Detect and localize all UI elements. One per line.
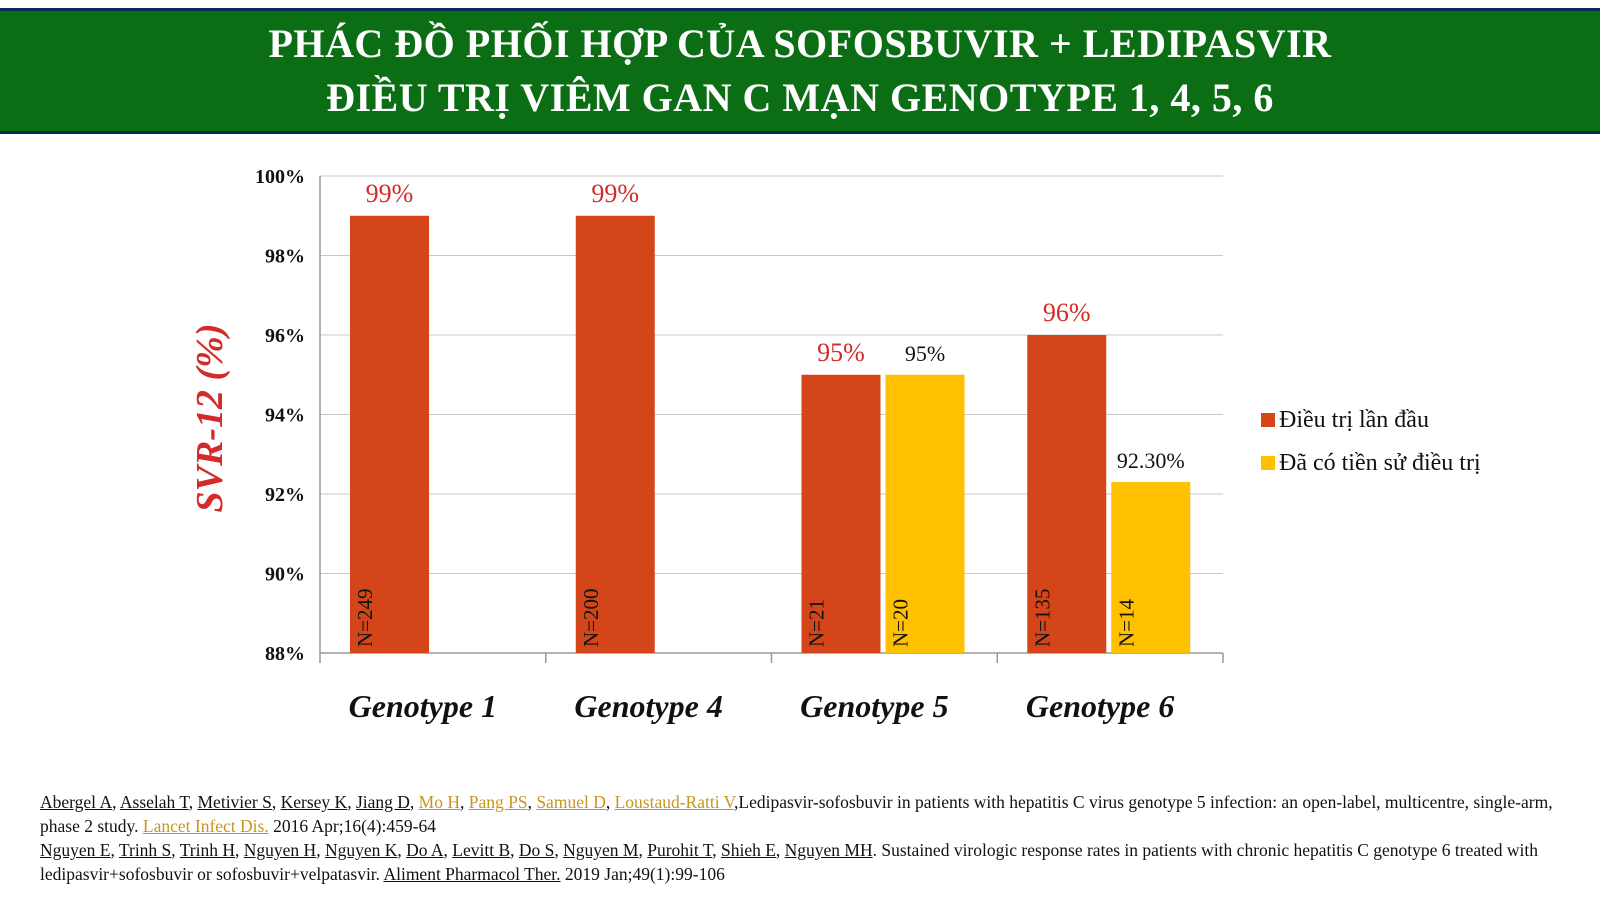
title-line-1: PHÁC ĐỒ PHỐI HỢP CỦA SOFOSBUVIR + LEDIPA…: [268, 21, 1332, 66]
author-link[interactable]: Nguyen MH: [784, 840, 873, 860]
author-link[interactable]: Nguyen K: [324, 840, 398, 860]
reference-1: Abergel A, Asselah T, Metivier S, Kersey…: [40, 792, 1553, 836]
legend-label: Đã có tiền sử điều trị: [1279, 450, 1481, 476]
data-label: 92.30%: [1117, 448, 1185, 473]
x-tick-label: Genotype 5: [800, 688, 948, 724]
author-link[interactable]: Metivier S: [197, 792, 272, 812]
author-link[interactable]: Nguyen M: [563, 840, 639, 860]
n-label: N=21: [805, 599, 829, 647]
bar: [350, 215, 429, 653]
author-link[interactable]: Pang PS: [468, 792, 528, 812]
data-label: 99%: [366, 179, 414, 208]
data-label: 95%: [817, 338, 865, 367]
n-label: N=249: [353, 588, 377, 647]
author-link[interactable]: Abergel A: [40, 792, 113, 812]
legend-swatch: [1261, 456, 1275, 470]
author-link[interactable]: Loustaud-Ratti V: [614, 792, 735, 812]
author-link[interactable]: Nguyen H: [243, 840, 317, 860]
bar: [885, 374, 965, 653]
title-line-2: ĐIỀU TRỊ VIÊM GAN C MẠN GENOTYPE 1, 4, 5…: [326, 75, 1274, 120]
author-link[interactable]: Do A: [406, 840, 444, 860]
legend-label: Điều trị lần đầu: [1279, 407, 1429, 433]
x-tick-label: Genotype 6: [1026, 688, 1174, 724]
y-tick-label: 88%: [265, 643, 305, 665]
y-tick-label: 92%: [265, 484, 305, 506]
journal-link[interactable]: Aliment Pharmacol Ther.: [383, 864, 561, 884]
bar: [801, 374, 881, 653]
author-link[interactable]: Mo H: [418, 792, 460, 812]
y-tick-label: 90%: [265, 564, 305, 586]
reference-2: Nguyen E, Trinh S, Trinh H, Nguyen H, Ng…: [40, 840, 1538, 884]
y-axis-label: SVR-12 (%): [189, 324, 231, 513]
n-label: N=135: [1030, 588, 1054, 647]
x-tick-label: Genotype 1: [349, 688, 497, 724]
author-link[interactable]: Jiang D: [355, 792, 410, 812]
y-tick-label: 100%: [255, 166, 305, 188]
data-label: 95%: [905, 341, 945, 366]
n-label: N=20: [889, 599, 913, 647]
bar: [575, 215, 655, 653]
n-label: N=14: [1114, 598, 1138, 647]
n-label: N=200: [579, 588, 603, 647]
y-tick-label: 94%: [265, 405, 305, 427]
author-link[interactable]: Asselah T: [119, 792, 189, 812]
data-label: 99%: [591, 179, 639, 208]
author-link[interactable]: Shieh E: [720, 840, 776, 860]
bar-chart: 88% 90% 92% 94% 96% 98% 100% SVR-12 (%) 99% N=249…: [189, 166, 1481, 724]
author-link[interactable]: Trinh S: [118, 840, 172, 860]
author-link[interactable]: Do S: [518, 840, 555, 860]
legend-swatch: [1261, 413, 1275, 427]
y-tick-label: 98%: [265, 246, 305, 268]
data-label: 96%: [1043, 298, 1091, 327]
journal-link[interactable]: Lancet Infect Dis.: [142, 816, 269, 836]
references: Abergel A, Asselah T, Metivier S, Kersey…: [40, 790, 1560, 886]
bar: [1111, 482, 1191, 653]
author-link[interactable]: Kersey K: [280, 792, 348, 812]
title-banner: PHÁC ĐỒ PHỐI HỢP CỦA SOFOSBUVIR + LEDIPA…: [0, 8, 1600, 134]
author-link[interactable]: Purohit T: [647, 840, 713, 860]
author-link[interactable]: Levitt B: [452, 840, 511, 860]
author-link[interactable]: Samuel D: [536, 792, 606, 812]
author-link[interactable]: Trinh H: [179, 840, 236, 860]
bar: [1027, 335, 1107, 653]
y-tick-label: 96%: [265, 325, 305, 347]
author-link[interactable]: Nguyen E: [40, 840, 111, 860]
x-tick-label: Genotype 4: [574, 688, 722, 724]
